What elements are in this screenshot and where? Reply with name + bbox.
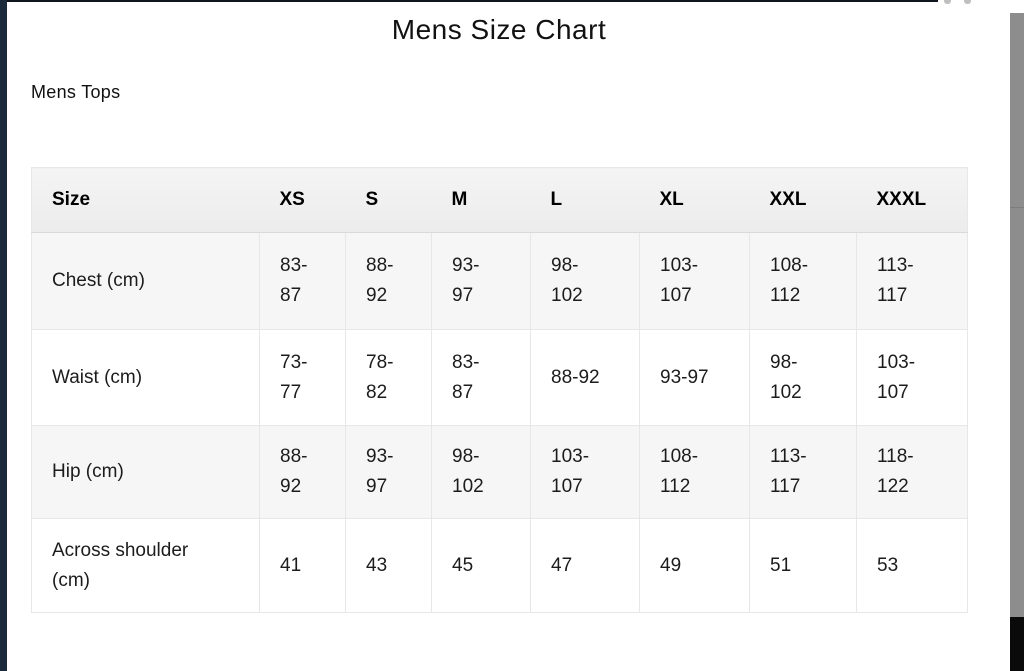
table-cell: 83- 87 [259, 232, 346, 330]
table-cell: 103- 107 [530, 425, 640, 519]
size-chart-table-container: Size XS S M L XL XXL XXXL Chest (cm) 83- 87 88- 9… [31, 167, 968, 613]
table-cell: 93- 97 [345, 425, 432, 519]
table-cell: 113- 117 [749, 425, 857, 519]
table-cell: 49 [639, 518, 750, 613]
column-header-l: L [530, 167, 640, 233]
content-area: Mens Size Chart Mens Tops Size XS S M L XL XXL… [8, 0, 1010, 671]
table-cell: 45 [431, 518, 531, 613]
table-cell: 41 [259, 518, 346, 613]
table-cell: 88- 92 [259, 425, 346, 519]
table-row: Waist (cm) 73- 77 78- 82 83- 87 88-92 93-97 98… [31, 329, 968, 426]
table-cell: 108- 112 [639, 425, 750, 519]
table-cell: 78- 82 [345, 329, 432, 426]
row-label: Chest (cm) [31, 232, 260, 330]
table-cell: 47 [530, 518, 640, 613]
row-label: Hip (cm) [31, 425, 260, 519]
column-header-xxxl: XXXL [856, 167, 968, 233]
table-cell: 108- 112 [749, 232, 857, 330]
size-chart-table: Size XS S M L XL XXL XXXL Chest (cm) 83- 87 88- 9… [31, 167, 968, 613]
section-label: Mens Tops [31, 82, 121, 102]
table-cell: 83- 87 [431, 329, 531, 426]
column-header-m: M [431, 167, 531, 233]
table-cell: 93-97 [639, 329, 750, 426]
scrollbar-track[interactable] [1010, 617, 1024, 671]
table-cell: 98- 102 [431, 425, 531, 519]
column-header-xl: XL [639, 167, 750, 233]
clipped-glyph-icon [944, 0, 951, 4]
row-label: Waist (cm) [31, 329, 260, 426]
table-cell: 93- 97 [431, 232, 531, 330]
table-cell: 118- 122 [856, 425, 968, 519]
table-cell: 98- 102 [530, 232, 640, 330]
table-cell: 88- 92 [345, 232, 432, 330]
column-header-size: Size [31, 167, 260, 233]
size-chart-header-row: Size XS S M L XL XXL XXXL [31, 167, 968, 233]
size-chart-body: Chest (cm) 83- 87 88- 92 93- 97 98- 102 103- … [31, 232, 968, 613]
table-cell: 43 [345, 518, 432, 613]
table-cell: 51 [749, 518, 857, 613]
table-cell: 113- 117 [856, 232, 968, 330]
column-header-xxl: XXL [749, 167, 857, 233]
table-row: Chest (cm) 83- 87 88- 92 93- 97 98- 102 103- … [31, 232, 968, 330]
window-top-border [0, 0, 938, 2]
left-edge-strip [0, 0, 7, 671]
table-cell: 103- 107 [856, 329, 968, 426]
table-cell: 53 [856, 518, 968, 613]
table-cell: 88-92 [530, 329, 640, 426]
scrollbar [1010, 0, 1024, 671]
table-cell: 98- 102 [749, 329, 857, 426]
clipped-glyph-icon [964, 0, 971, 4]
table-cell: 103- 107 [639, 232, 750, 330]
table-row: Hip (cm) 88- 92 93- 97 98- 102 103- 107 108- … [31, 425, 968, 519]
row-label: Across shoulder (cm) [31, 518, 260, 613]
scrollbar-thumb[interactable] [1010, 13, 1024, 617]
column-header-xs: XS [259, 167, 346, 233]
page-title: Mens Size Chart [391, 14, 607, 45]
table-cell: 73- 77 [259, 329, 346, 426]
column-header-s: S [345, 167, 432, 233]
table-row: Across shoulder (cm) 41 43 45 47 49 51 53 [31, 518, 968, 613]
